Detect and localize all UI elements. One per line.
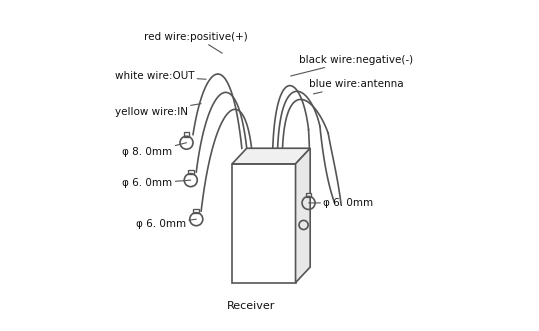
Polygon shape [232,148,310,164]
Text: white wire:OUT: white wire:OUT [115,71,206,81]
Bar [188,170,194,174]
Bar [194,209,199,213]
Polygon shape [295,148,310,283]
Text: blue wire:antenna: blue wire:antenna [308,79,403,94]
Text: φ 6. 0mm: φ 6. 0mm [136,219,196,229]
Text: φ 6. 0mm: φ 6. 0mm [308,198,374,208]
Text: φ 6. 0mm: φ 6. 0mm [122,178,191,188]
Bar [232,164,295,283]
Text: yellow wire:IN: yellow wire:IN [115,104,201,117]
Text: black wire:negative(-): black wire:negative(-) [291,55,413,76]
Text: φ 8. 0mm: φ 8. 0mm [122,143,186,158]
Text: red wire:positive(+): red wire:positive(+) [144,32,248,53]
Bar [184,132,189,137]
Bar [306,193,312,197]
Text: Receiver: Receiver [227,301,275,310]
